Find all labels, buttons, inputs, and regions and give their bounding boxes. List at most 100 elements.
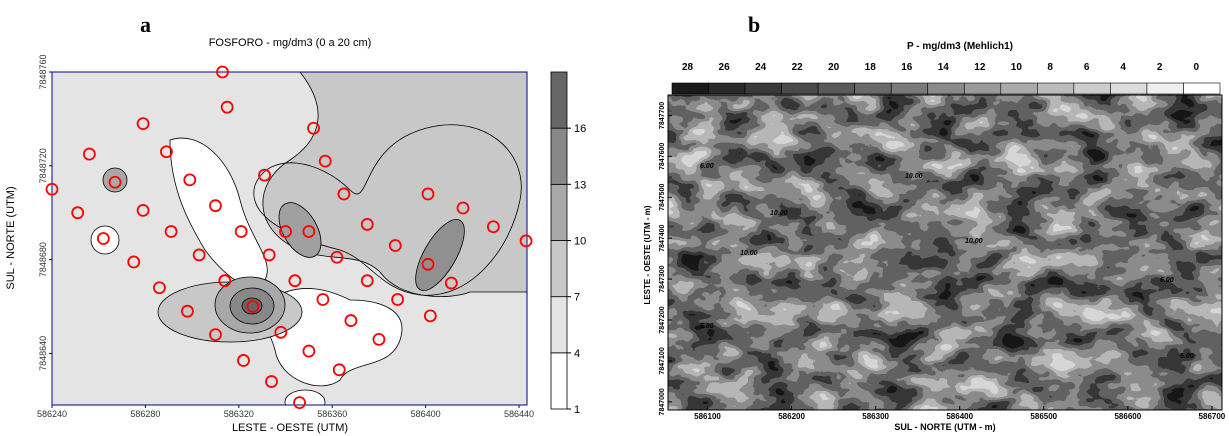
chart-title: FOSFORO - mg/dm3 (0 a 20 cm)	[209, 37, 372, 49]
sample-point	[444, 276, 458, 290]
sample-point	[274, 325, 288, 339]
colorbar-tick-label: 7	[574, 292, 580, 304]
sample-point	[344, 314, 358, 327]
x-tick-label: 586500	[1030, 412, 1057, 421]
sample-point	[127, 255, 141, 269]
sample-point	[96, 232, 110, 245]
sample-point	[486, 220, 500, 234]
legend-label: 8	[1047, 62, 1053, 73]
y-axis-label: LESTE - OESTE (UTM - m)	[643, 205, 652, 304]
sample-point	[192, 248, 206, 262]
sample-point	[360, 274, 374, 288]
x-tick-label: 586440	[504, 409, 534, 419]
panel-label: b	[748, 12, 760, 37]
legend-label: 24	[755, 62, 767, 73]
legend-swatch	[963, 82, 1002, 95]
colorbar-band	[550, 352, 568, 410]
y-tick-label: 7847600	[659, 143, 666, 170]
sample-point	[160, 145, 173, 159]
x-tick-label: 586300	[862, 412, 889, 421]
colorbar-band	[550, 240, 568, 298]
legend-swatch	[708, 82, 746, 95]
x-tick-label: 586280	[130, 409, 160, 419]
y-tick-label: 7847100	[659, 347, 666, 374]
sample-point	[372, 332, 386, 346]
plot-frame	[667, 94, 1223, 411]
colorbar-band	[550, 127, 568, 185]
x-tick-label: 586200	[778, 412, 805, 421]
x-axis-label: SUL - NORTE (UTM - m)	[894, 422, 995, 432]
legend-swatch	[1037, 82, 1075, 95]
legend-label: 20	[828, 62, 840, 73]
sample-point	[220, 100, 234, 114]
sample-point	[360, 218, 374, 231]
colorbar-band	[550, 71, 568, 129]
y-axis-label: SUL - NORTE (UTM)	[5, 186, 17, 289]
x-tick-label: 586320	[224, 409, 254, 419]
y-tick-label: 7848640	[38, 336, 48, 371]
colorbar-tick-label: 16	[574, 123, 586, 135]
contour-fill	[52, 72, 527, 405]
chart-title: P - mg/dm3 (Mehlich1)	[907, 41, 1013, 52]
colorbar-tick-label: 1	[574, 404, 580, 416]
sample-point	[136, 203, 150, 217]
sample-point	[316, 293, 330, 306]
contour-label: 6.00	[1180, 353, 1194, 360]
x-axis-label: LESTE - OESTE (UTM)	[232, 422, 348, 434]
legend-label: 12	[974, 62, 986, 73]
y-tick-label: 7848760	[38, 54, 48, 89]
sample-point	[279, 225, 292, 238]
sample-point	[391, 293, 405, 306]
sample-point	[209, 199, 222, 213]
sample-point	[136, 117, 150, 130]
legend-swatch	[744, 82, 782, 95]
legend-swatch	[854, 82, 892, 95]
y-tick-label: 7847400	[659, 224, 666, 251]
legend-label: 4	[1120, 62, 1126, 73]
contour-label: 6.00	[700, 163, 714, 170]
plot-frame	[51, 71, 528, 406]
contour-label: 10.00	[905, 173, 923, 180]
sample-point	[234, 225, 248, 238]
contour-label: 6.00	[700, 323, 714, 330]
sample-point	[153, 281, 166, 295]
legend-swatch	[781, 82, 819, 95]
x-tick-label: 586240	[37, 409, 67, 419]
y-tick-label: 7848680	[38, 242, 48, 277]
legend-label: 18	[865, 62, 877, 73]
sample-point	[209, 328, 222, 342]
legend-label: 22	[792, 62, 804, 73]
y-tick-label: 7847300	[659, 265, 666, 292]
legend-label: 0	[1193, 62, 1199, 73]
legend-swatch	[817, 82, 855, 95]
legend-swatch	[1183, 82, 1221, 95]
sample-point	[421, 257, 435, 271]
panel-label: a	[140, 12, 151, 37]
legend-swatch	[890, 82, 929, 95]
legend-swatch	[1073, 82, 1111, 95]
sample-point	[164, 225, 178, 238]
sample-point	[293, 396, 306, 410]
contour-label: 10.00	[770, 210, 788, 217]
contour-raster	[668, 95, 1222, 410]
y-tick-label: 7847700	[659, 102, 666, 129]
legend-label: 6	[1084, 62, 1090, 73]
legend-label: 10	[1011, 62, 1023, 73]
y-tick-label: 7848720	[38, 148, 48, 183]
sample-point	[246, 300, 260, 313]
legend-label: 2	[1157, 62, 1163, 73]
x-tick-label: 586700	[1199, 412, 1226, 421]
sample-point	[71, 206, 85, 220]
x-tick-label: 586600	[1114, 412, 1141, 421]
x-tick-label: 586360	[317, 409, 347, 419]
legend-label: 28	[682, 62, 694, 73]
sample-point	[216, 65, 229, 79]
sample-point	[218, 274, 232, 288]
x-tick-label: 586400	[411, 409, 441, 419]
sample-point	[307, 121, 320, 135]
sample-point	[330, 250, 344, 264]
x-tick-label: 586400	[946, 412, 973, 421]
sample-point	[423, 309, 437, 323]
